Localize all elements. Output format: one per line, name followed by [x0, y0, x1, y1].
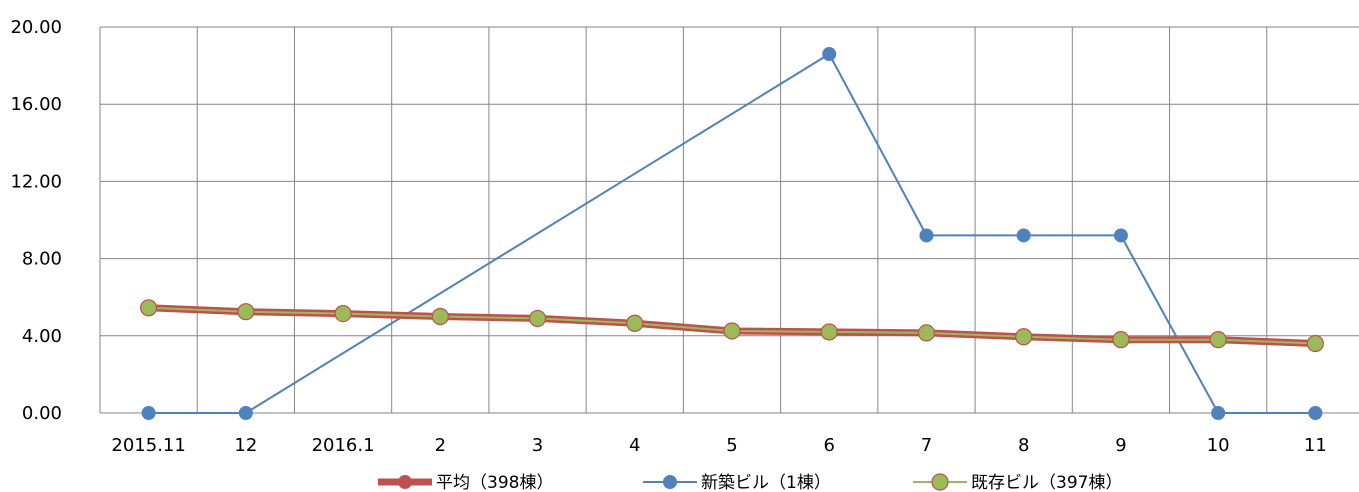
data-point	[917, 324, 936, 342]
series	[140, 47, 1324, 420]
data-point	[141, 406, 156, 420]
y-tick-label: 8.00	[22, 249, 62, 270]
data-point	[919, 228, 934, 243]
y-tick-label: 12.00	[10, 171, 62, 192]
x-tick-label: 12	[234, 435, 257, 456]
x-tick-label: 5	[726, 435, 737, 456]
legend-marker	[931, 473, 949, 491]
x-tick-label: 10	[1207, 435, 1230, 456]
x-tick-label: 2015.11	[111, 435, 185, 456]
legend-item: 平均（398棟）	[378, 473, 553, 492]
x-tick-label: 2	[435, 435, 446, 456]
data-point	[1016, 228, 1031, 243]
series-2	[140, 299, 1324, 353]
grid	[99, 26, 1359, 414]
legend: 平均（398棟） 新築ビル（1棟） 既存ビル（397棟）	[378, 473, 1122, 492]
data-point	[822, 47, 837, 62]
legend-marker	[398, 475, 412, 489]
legend-label: 平均（398棟）	[436, 473, 553, 492]
data-point	[238, 406, 253, 420]
series-line	[148, 53, 1316, 414]
data-point	[528, 309, 547, 328]
data-point	[820, 323, 838, 341]
y-tick-label: 4.00	[22, 326, 62, 347]
x-tick-label: 8	[1018, 435, 1029, 456]
data-point	[1308, 406, 1323, 420]
data-point	[1015, 328, 1033, 346]
x-tick-label: 6	[824, 435, 835, 456]
data-point	[334, 305, 352, 323]
y-tick-label: 16.00	[10, 94, 62, 115]
data-point	[140, 299, 158, 317]
y-tick-label: 20.00	[10, 17, 62, 38]
x-tick-label: 2016.1	[312, 435, 375, 456]
x-tick-label: 3	[532, 435, 543, 456]
legend-label: 新築ビル（1棟）	[701, 473, 831, 492]
legend-label: 既存ビル（397棟）	[971, 473, 1122, 492]
data-point	[1211, 406, 1226, 420]
legend-item: 既存ビル（397棟）	[913, 473, 1122, 492]
data-point	[1112, 331, 1130, 349]
y-tick-label: 0.00	[22, 403, 62, 424]
data-point	[626, 314, 644, 332]
data-point	[723, 322, 741, 340]
data-point	[1113, 228, 1128, 243]
axes: 0.00 4.00 8.00 12.00 16.00 20.00 2015.11 12 2016…	[10, 17, 1326, 456]
data-point	[237, 303, 255, 321]
x-tick-label: 11	[1304, 435, 1327, 456]
x-tick-label: 7	[921, 435, 932, 456]
series-1	[141, 47, 1323, 420]
data-point	[1209, 331, 1227, 349]
legend-marker	[663, 475, 677, 489]
data-point	[431, 307, 449, 326]
legend-item: 新築ビル（1棟）	[643, 473, 831, 492]
x-tick-label: 4	[629, 435, 640, 456]
x-tick-label: 9	[1115, 435, 1126, 456]
data-point	[1306, 334, 1324, 353]
